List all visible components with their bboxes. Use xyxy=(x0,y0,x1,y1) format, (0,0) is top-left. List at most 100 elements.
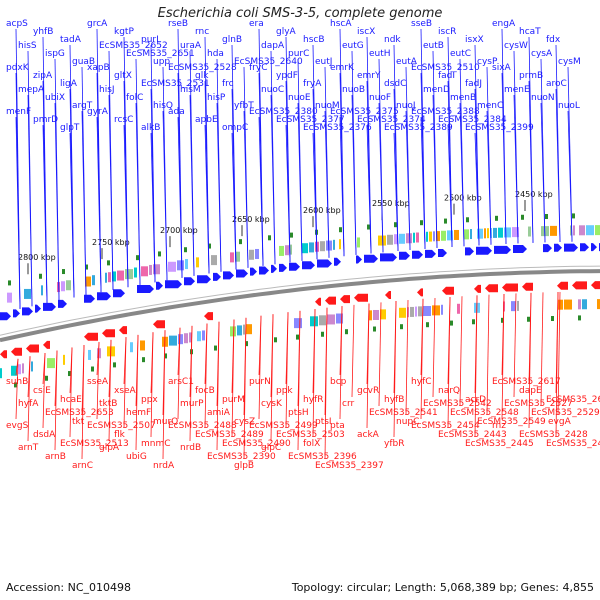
forward-gene-arrow xyxy=(35,304,41,313)
reverse-gene-label-text: amiA xyxy=(207,408,231,418)
forward-gene-label-text: glyA xyxy=(276,27,297,37)
forward-gene-arrow xyxy=(184,277,195,286)
forward-gene-label: hisP xyxy=(207,93,226,272)
reverse-gene-label: EcSMS35_2549 xyxy=(477,294,546,427)
forward-gene-arrow xyxy=(554,243,562,252)
reverse-feature-band xyxy=(140,340,145,351)
forward-gene-label-text: nuoL xyxy=(558,101,580,111)
tick-label: 2600 kbp xyxy=(303,206,341,215)
gc-marker xyxy=(545,214,548,220)
reverse-gene-label-text: dsdA xyxy=(33,430,56,440)
forward-gene-label-text: alkB xyxy=(141,123,160,133)
forward-gene-label-text: fdx xyxy=(546,35,561,45)
forward-gene-label: gltX xyxy=(114,71,132,288)
forward-feature-band xyxy=(105,272,107,283)
gc-marker xyxy=(373,326,376,332)
reverse-gene-label-text: nrdB xyxy=(180,443,201,453)
reverse-gene-label-text: murQ xyxy=(153,417,178,427)
reverse-gene-label-text: ptsI xyxy=(315,417,332,427)
forward-gene-label-text: upp xyxy=(153,57,170,67)
reverse-gene-label: EcSMS35_2443 xyxy=(438,296,507,440)
forward-gene-label: kgtP xyxy=(114,27,134,288)
forward-gene-label-text: gyrA xyxy=(87,107,109,117)
forward-gene-label-text: iscR xyxy=(438,27,456,37)
reverse-gene-leader-line xyxy=(216,321,220,451)
forward-gene-label: alkB xyxy=(141,123,160,283)
reverse-feature-band xyxy=(11,365,17,376)
forward-gene-label-text: fadI xyxy=(438,71,455,81)
reverse-gene-label: glpB xyxy=(234,317,254,471)
forward-gene-label-text: isxX xyxy=(465,35,484,45)
forward-gene-arrow xyxy=(13,309,20,318)
reverse-gene-label-text: crr xyxy=(342,399,354,409)
forward-gene-label-text: cysP xyxy=(477,57,498,67)
forward-feature-band xyxy=(92,275,95,286)
gc-marker xyxy=(339,227,342,233)
reverse-gene-label-text: EcSMS35_2443 xyxy=(438,430,507,440)
reverse-gene-label-text: EcSMS35_2488 xyxy=(168,421,237,431)
reverse-gene-arrow xyxy=(43,340,50,349)
reverse-gene-label: EcSMS35_2548 xyxy=(450,296,519,418)
forward-feature-band xyxy=(454,229,459,240)
reverse-feature-band xyxy=(237,325,242,336)
gc-marker xyxy=(136,255,139,261)
reverse-feature-band xyxy=(558,299,563,310)
reverse-gene-label: yfbR xyxy=(384,301,404,449)
reverse-gene-label-text: EcSMS35_2619 xyxy=(546,395,600,405)
forward-gene-label-text: sseB xyxy=(411,19,432,29)
forward-gene-leader-line xyxy=(339,116,345,257)
forward-gene-arrow xyxy=(259,266,269,275)
forward-gene-label: hisQ xyxy=(153,101,173,281)
forward-gene-label-text: aroC xyxy=(546,79,567,89)
backbone-line xyxy=(0,269,600,343)
reverse-gene-label: folX xyxy=(303,309,320,449)
forward-gene-label-text: menB xyxy=(450,93,476,103)
forward-feature-band xyxy=(302,243,308,254)
forward-gene-arrow xyxy=(58,299,67,308)
gc-marker xyxy=(239,239,242,245)
forward-gene-label: EcSMS35_2380 xyxy=(249,107,318,266)
forward-gene-label: nuoF xyxy=(369,93,391,253)
forward-gene-label: menB xyxy=(450,93,476,247)
forward-gene-label: apbE xyxy=(195,115,218,274)
forward-gene-label-text: EcSMS35_2377 xyxy=(276,115,345,125)
reverse-feature-band xyxy=(399,307,406,318)
reverse-feature-band xyxy=(169,335,177,346)
reverse-gene-label: ubiG xyxy=(126,334,147,462)
forward-feature-band xyxy=(586,225,594,236)
forward-feature-band xyxy=(595,225,600,236)
forward-feature-band xyxy=(426,231,428,242)
reverse-gene-label-text: EcSMS35_2548 xyxy=(450,408,519,418)
reverse-gene-leader-line xyxy=(474,295,478,438)
reverse-gene-arrow xyxy=(0,350,7,359)
reverse-gene-label-text: flk xyxy=(114,430,126,440)
reverse-gene-label: EcSMS35_2529 xyxy=(531,292,600,418)
forward-gene-arrow xyxy=(438,248,447,257)
forward-gene-label: menF xyxy=(6,107,31,309)
forward-feature-band xyxy=(211,255,217,266)
reverse-gene-label-text: EcSMS35_2529 xyxy=(531,408,600,418)
gc-marker xyxy=(426,322,429,328)
gc-marker xyxy=(68,371,71,377)
forward-gene-leader-line xyxy=(447,124,453,247)
reverse-gene-label: arnT xyxy=(18,356,39,453)
forward-gene-arrow xyxy=(43,302,56,311)
forward-gene-label-text: eutB xyxy=(423,41,444,51)
gc-marker xyxy=(578,315,581,321)
reverse-gene-arrow xyxy=(354,293,368,302)
reverse-gene-label-text: mnmC xyxy=(141,439,171,449)
forward-gene-arrow xyxy=(213,272,221,281)
forward-gene-label-text: nuoB xyxy=(342,85,365,95)
forward-gene-arrow xyxy=(22,307,33,316)
reverse-gene-label-text: gcvR xyxy=(357,386,379,396)
forward-gene-label-text: hisM xyxy=(180,85,201,95)
forward-gene-label-text: sixA xyxy=(492,63,512,73)
reverse-gene-label: glpA xyxy=(99,339,120,453)
reverse-gene-label-text: EcSMS35_2503 xyxy=(276,430,345,440)
gc-marker xyxy=(290,232,293,238)
forward-gene-label-text: folC xyxy=(126,93,143,103)
reverse-gene-leader-line xyxy=(324,307,328,460)
forward-gene-label-text: EcSMS35_2384 xyxy=(438,115,507,125)
forward-gene-arrow xyxy=(113,289,125,298)
